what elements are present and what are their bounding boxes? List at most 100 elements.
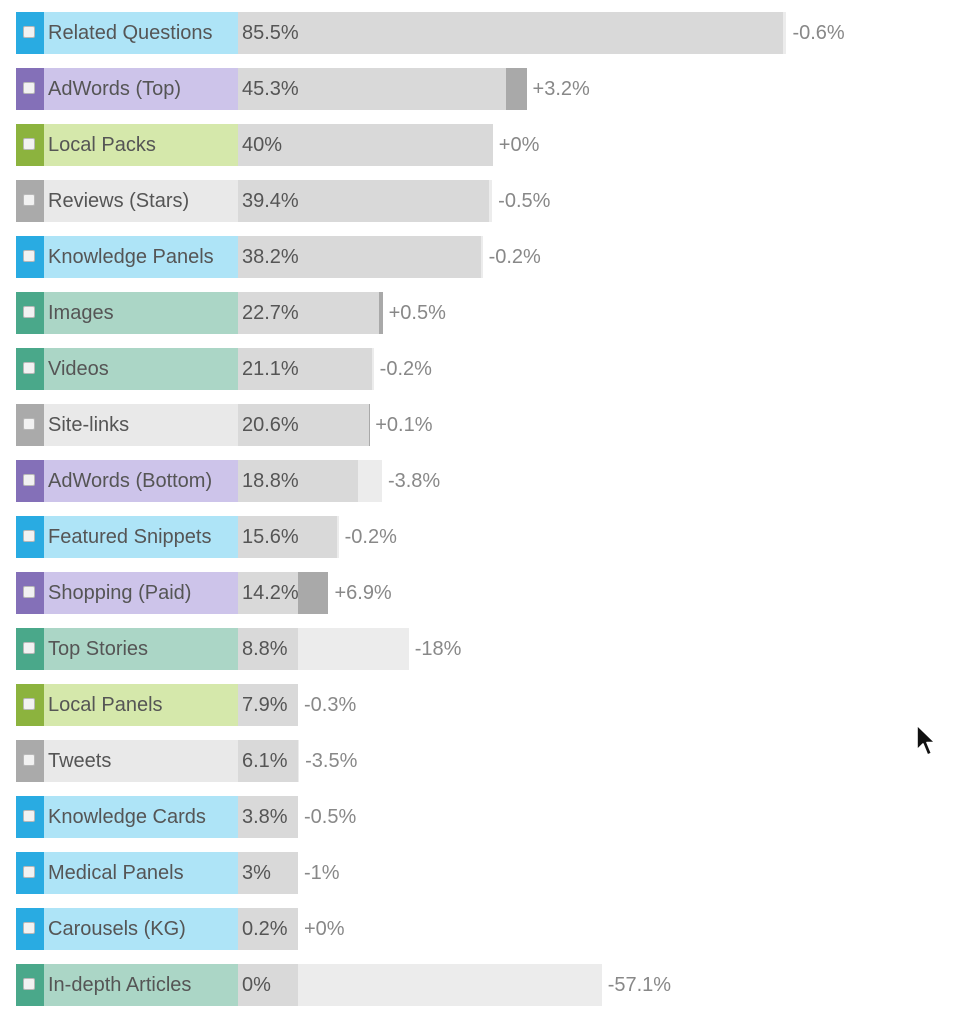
category-label: AdWords (Bottom) <box>44 460 238 502</box>
value-label: 0.2% <box>242 918 288 940</box>
row-checkbox[interactable] <box>23 250 35 262</box>
chart-row: Local Panels 7.9% -0.3% <box>16 684 916 726</box>
series-color-swatch <box>16 348 44 390</box>
value-label: 45.3% <box>242 78 299 100</box>
value-label: 20.6% <box>242 414 299 436</box>
row-checkbox[interactable] <box>23 586 35 598</box>
change-label: +0% <box>498 134 540 156</box>
category-label: Videos <box>44 348 238 390</box>
category-label: Local Panels <box>44 684 238 726</box>
category-label: Images <box>44 292 238 334</box>
series-color-swatch <box>16 124 44 166</box>
category-label: AdWords (Top) <box>44 68 238 110</box>
bar <box>238 292 383 334</box>
chart-row: Tweets 6.1% -3.5% <box>16 740 916 782</box>
series-color-swatch <box>16 796 44 838</box>
bar <box>238 236 482 278</box>
change-label: -3.8% <box>387 470 441 492</box>
change-label: -0.2% <box>344 526 397 548</box>
series-color-swatch <box>16 516 44 558</box>
category-label: Carousels (KG) <box>44 908 238 950</box>
row-checkbox[interactable] <box>23 754 35 766</box>
row-checkbox[interactable] <box>23 82 35 94</box>
bar-decrease-segment <box>782 12 787 54</box>
value-label: 15.6% <box>242 526 299 548</box>
bar <box>238 796 298 838</box>
series-color-swatch <box>16 740 44 782</box>
category-label: Site-links <box>44 404 238 446</box>
row-checkbox[interactable] <box>23 698 35 710</box>
row-checkbox[interactable] <box>23 362 35 374</box>
value-label: 3% <box>242 862 271 884</box>
category-label: Top Stories <box>44 628 238 670</box>
bar-decrease-segment <box>298 740 300 782</box>
row-checkbox[interactable] <box>23 530 35 542</box>
value-label: 40% <box>242 134 283 156</box>
row-checkbox[interactable] <box>23 306 35 318</box>
value-label: 6.1% <box>242 750 288 772</box>
category-label: Knowledge Panels <box>44 236 238 278</box>
category-label: In-depth Articles <box>44 964 238 1006</box>
series-color-swatch <box>16 236 44 278</box>
category-label: Knowledge Cards <box>44 796 238 838</box>
bar <box>238 348 373 390</box>
change-label: +6.9% <box>334 582 392 604</box>
change-label: +3.2% <box>532 78 590 100</box>
series-color-swatch <box>16 404 44 446</box>
value-label: 8.8% <box>242 638 288 660</box>
series-color-swatch <box>16 68 44 110</box>
change-label: -0.5% <box>304 806 357 828</box>
bar <box>238 628 298 670</box>
chart-row: Local Packs 40% +0% <box>16 124 916 166</box>
change-label: -0.5% <box>498 190 551 212</box>
row-checkbox[interactable] <box>23 26 35 38</box>
bar <box>238 460 358 502</box>
value-label: 85.5% <box>242 22 299 44</box>
value-label: 18.8% <box>242 470 299 492</box>
row-checkbox[interactable] <box>23 810 35 822</box>
chart-row: Featured Snippets 15.6% -0.2% <box>16 516 916 558</box>
bar <box>238 68 527 110</box>
bar <box>238 180 489 222</box>
series-color-swatch <box>16 684 44 726</box>
bar <box>238 964 298 1006</box>
bar-increase-segment <box>506 68 527 110</box>
bar <box>238 12 783 54</box>
row-checkbox[interactable] <box>23 866 35 878</box>
chart-row: Site-links 20.6% +0.1% <box>16 404 916 446</box>
value-label: 0% <box>242 974 271 996</box>
row-checkbox[interactable] <box>23 642 35 654</box>
category-label: Shopping (Paid) <box>44 572 238 614</box>
category-label: Tweets <box>44 740 238 782</box>
category-label: Reviews (Stars) <box>44 180 238 222</box>
series-color-swatch <box>16 180 44 222</box>
change-label: -0.3% <box>304 694 357 716</box>
row-checkbox[interactable] <box>23 194 35 206</box>
bar <box>238 124 493 166</box>
bar-decrease-segment <box>298 628 409 670</box>
series-color-swatch <box>16 908 44 950</box>
bar <box>238 852 298 894</box>
value-label: 14.2% <box>242 582 299 604</box>
bar-decrease-segment <box>372 348 374 390</box>
change-label: -18% <box>414 638 462 660</box>
chart-row: Knowledge Cards 3.8% -0.5% <box>16 796 916 838</box>
row-checkbox[interactable] <box>23 474 35 486</box>
value-label: 39.4% <box>242 190 299 212</box>
value-label: 38.2% <box>242 246 299 268</box>
change-label: +0.1% <box>375 414 433 436</box>
chart-row: Images 22.7% +0.5% <box>16 292 916 334</box>
bar <box>238 740 298 782</box>
bar-increase-segment <box>379 292 383 334</box>
change-label: -1% <box>304 862 340 884</box>
chart-row: Medical Panels 3% -1% <box>16 852 916 894</box>
change-label: +0.5% <box>388 302 446 324</box>
bar-decrease-segment <box>488 180 493 222</box>
series-color-swatch <box>16 12 44 54</box>
bar-decrease-segment <box>337 516 339 558</box>
chart-row: In-depth Articles 0% -57.1% <box>16 964 916 1006</box>
row-checkbox[interactable] <box>23 138 35 150</box>
row-checkbox[interactable] <box>23 978 35 990</box>
row-checkbox[interactable] <box>23 418 35 430</box>
row-checkbox[interactable] <box>23 922 35 934</box>
